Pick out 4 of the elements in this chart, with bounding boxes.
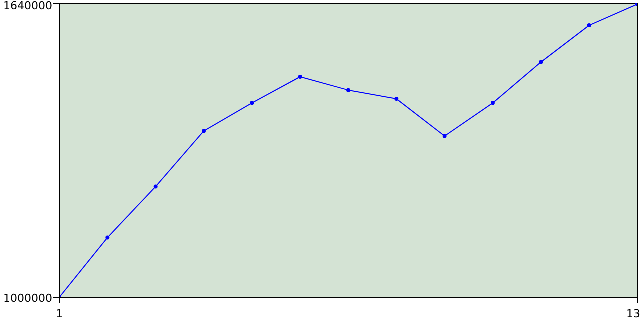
x-tick-label: 13 bbox=[626, 308, 640, 320]
x-tick-label: 1 bbox=[56, 308, 63, 320]
y-tick-label: 1640000 bbox=[4, 0, 53, 12]
y-tick-label: 1000000 bbox=[4, 292, 53, 305]
